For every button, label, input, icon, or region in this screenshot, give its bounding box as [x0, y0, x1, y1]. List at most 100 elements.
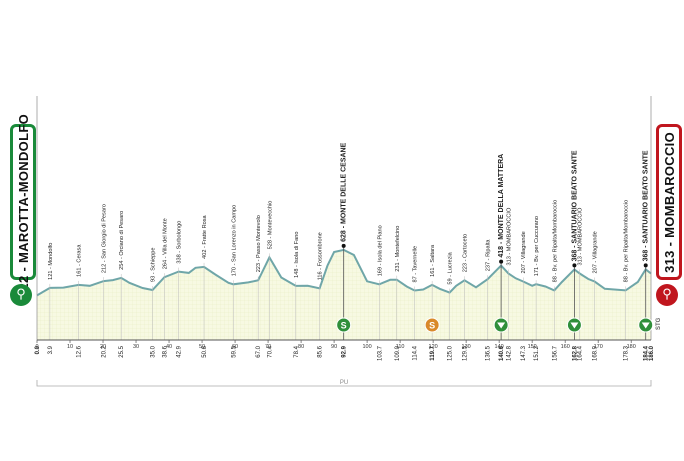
- sector-label: PU: [340, 380, 348, 386]
- point-label: 148 - Isola di Fano: [294, 232, 300, 278]
- x-tick-label: 60: [232, 344, 238, 350]
- distance-label: 186.0: [649, 345, 655, 361]
- distance-label: 129.5: [463, 345, 469, 361]
- point-label: 338 - Sorbolongo: [177, 221, 183, 264]
- x-tick-label: 170: [594, 344, 603, 350]
- sprint-symbol: S: [429, 321, 435, 331]
- point-label: 169 - Isola del Piano: [377, 225, 383, 276]
- distance-label: 38.6: [162, 345, 168, 357]
- start-label: 22 - MAROTTA-MONDOLFO: [15, 113, 31, 291]
- x-tick-label: 120: [429, 344, 438, 350]
- distance-label: 136.5: [486, 345, 492, 361]
- point-label: 313 - MOMBAROCCIO: [506, 207, 512, 265]
- kom-triangle-shape: [641, 322, 650, 329]
- distance-label: 156.7: [552, 345, 558, 361]
- x-tick-label: 80: [298, 344, 304, 350]
- x-tick-label: 180: [627, 344, 636, 350]
- point-label: 59 - Lucrezia: [448, 251, 454, 284]
- distance-label: 20.2: [102, 345, 108, 357]
- x-tick-label: 40: [166, 344, 172, 350]
- bicycle-icon: ⚲: [10, 284, 32, 306]
- x-tick-label: 130: [462, 344, 471, 350]
- distance-label: 164.4: [578, 345, 584, 361]
- point-label: 313 - MOMBAROCCIO: [578, 207, 584, 265]
- distance-label: 178.3: [624, 345, 630, 361]
- point-label: 528 - Montevecchio: [267, 201, 273, 250]
- distance-label: 103.7: [377, 345, 383, 361]
- x-tick-label: 90: [331, 344, 337, 350]
- point-label: 121 - Mondolfo: [48, 243, 54, 280]
- point-label: 368 - SANTUARIO BEATO SANTE: [643, 150, 650, 261]
- x-tick-label: 160: [561, 344, 570, 350]
- point-label: 223 - Cartoceto: [463, 234, 469, 273]
- point-label: 231 - Montefelcino: [395, 226, 401, 272]
- distance-label: 50.6: [202, 345, 208, 357]
- distance-label: 142.8: [506, 345, 512, 361]
- finish-badge: 313 - MOMBAROCCIO: [656, 124, 682, 280]
- distance-label: 125.0: [448, 345, 454, 361]
- x-tick-label: 20: [100, 344, 106, 350]
- distance-label: 85.6: [318, 345, 324, 357]
- x-tick-label: 140: [495, 344, 504, 350]
- x-tick-label: 10: [67, 344, 73, 350]
- stg-label: STG: [656, 317, 662, 330]
- x-tick-label: 100: [363, 344, 372, 350]
- distance-label: 78.4: [294, 345, 300, 357]
- point-label: 116 - Fossombrone: [318, 232, 324, 280]
- point-label: 171 - Bv. per Cuccurano: [534, 216, 540, 276]
- bicycle-icon: ⚲: [656, 284, 678, 306]
- point-label: 223 - Passo Montevolo: [256, 215, 262, 272]
- x-tick-label: 0: [35, 344, 38, 350]
- point-label: 368 - SANTUARIO BEATO SANTE: [571, 150, 578, 261]
- point-label: 207 - Villagrande: [521, 231, 527, 273]
- sector-bracket: [36, 380, 652, 387]
- sprint-s-icon: [336, 317, 352, 333]
- point-label: 254 - Orciano di Pesaro: [119, 211, 125, 270]
- distance-label: 151.2: [534, 345, 540, 361]
- distance-label: 114.4: [413, 345, 419, 360]
- profile-line: [36, 248, 652, 297]
- distance-label: 168.9: [593, 345, 599, 361]
- point-label: 88 - Bv. per Ripalta/Mombaroccio: [552, 200, 558, 283]
- distance-label: 184.4: [644, 345, 650, 361]
- point-label: 237 - Ripalta: [486, 239, 492, 272]
- start-badge: 22 - MAROTTA-MONDOLFO: [10, 114, 36, 290]
- sprint-s-icon: [424, 317, 440, 333]
- point-dot: [499, 259, 504, 264]
- distance-label: 162.8: [572, 345, 578, 361]
- distance-label: 119.7: [430, 345, 436, 360]
- x-tick-label: 110: [396, 344, 405, 350]
- distance-label: 3.9: [48, 345, 54, 354]
- distance-label: 109.0: [395, 345, 401, 361]
- kom-triangle-shape: [570, 322, 579, 329]
- kom-triangle-shape: [497, 322, 506, 329]
- point-label: 207 - Villagrande: [593, 231, 599, 273]
- sprint-symbol: S: [341, 321, 347, 331]
- x-tick-label: 50: [199, 344, 205, 350]
- distance-label: 25.5: [119, 345, 125, 357]
- point-label: 628 - MONTE DELLE CESANE: [341, 142, 348, 242]
- point-dot: [643, 263, 648, 268]
- distance-label: 140.6: [499, 345, 505, 361]
- distance-label: 59.5: [231, 345, 237, 357]
- point-label: 88 - Bv. per Ripalta/Mombaroccio: [624, 200, 630, 283]
- distance-label: 0.0: [35, 345, 41, 354]
- distance-label: 67.0: [256, 345, 262, 357]
- x-tick-label: 70: [265, 344, 271, 350]
- distance-label: 92.9: [342, 345, 348, 357]
- finish-label: 313 - MOMBAROCCIO: [661, 131, 677, 273]
- distance-label: 147.3: [521, 345, 527, 361]
- point-label: 402 - Fratte Rosa: [202, 214, 208, 258]
- point-label: 170 - San Lorenzo in Campo: [231, 205, 237, 277]
- distance-label: 42.9: [177, 345, 183, 357]
- distance-label: 70.4: [267, 345, 273, 357]
- point-dot: [572, 263, 577, 268]
- point-label: 212 - San Giorgio di Pesaro: [102, 204, 108, 273]
- point-dot: [341, 243, 346, 248]
- point-label: 161 - Cerasa: [77, 244, 83, 277]
- distance-label: 12.6: [77, 345, 83, 357]
- point-label: 264 - Villa del Monte: [162, 218, 168, 269]
- x-tick-label: 150: [528, 344, 537, 350]
- point-label: 161 - Saltara: [430, 244, 436, 277]
